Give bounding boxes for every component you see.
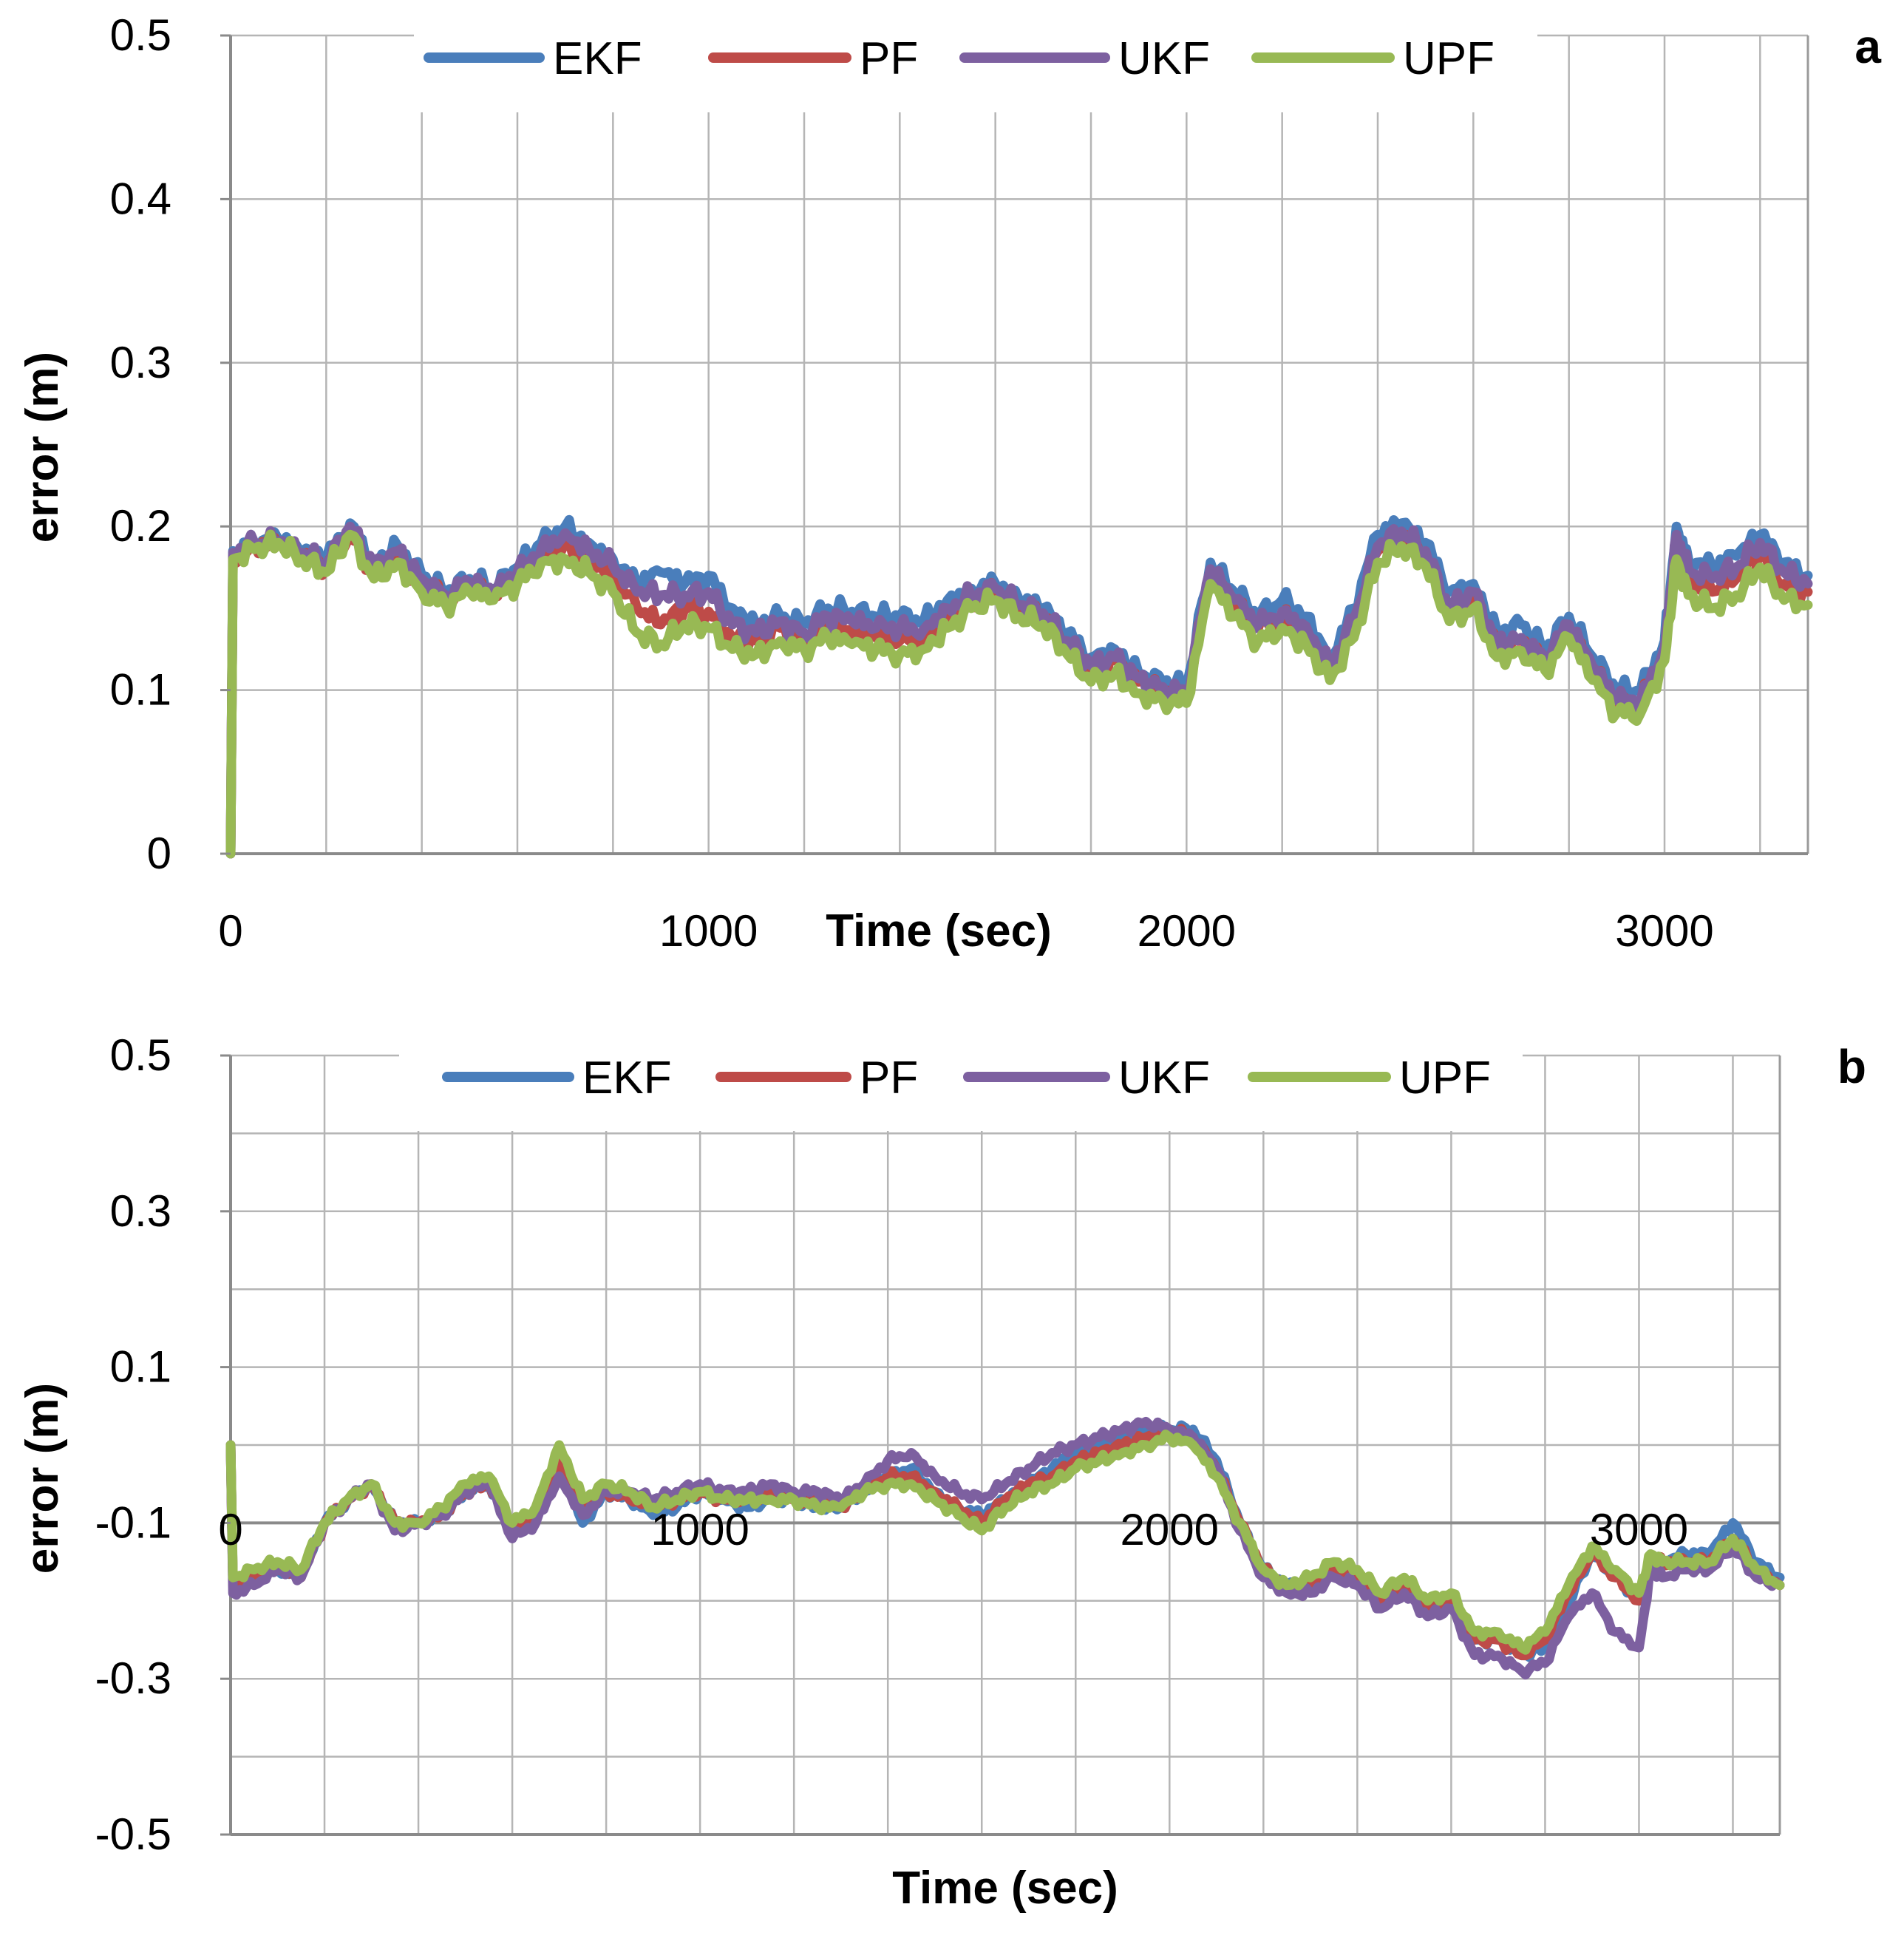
legend-label-ekf: EKF [582, 1053, 672, 1104]
legend-label-upf: UPF [1403, 33, 1495, 84]
legend-label-ukf: UKF [1118, 33, 1210, 84]
panel-label-b: b [1837, 1040, 1866, 1093]
y-tick-label: 0.5 [110, 10, 171, 60]
panel-label-a: a [1854, 20, 1881, 73]
y-axis-title-a: error (m) [17, 352, 68, 543]
panel-a: 0 0.1 0.2 0.3 0.4 0.5 0 1000 2000 3000 EKF PF UKF UP… [17, 10, 1881, 956]
x-tick-label: 1000 [650, 1505, 749, 1554]
y-tick-label: -0.1 [95, 1498, 171, 1547]
legend-b: EKF PF UKF UPF [442, 1053, 1491, 1104]
series-b [225, 1416, 1785, 1680]
y-tick-label: 0.1 [110, 665, 171, 715]
legend-label-upf: UPF [1399, 1053, 1491, 1104]
ticks-b: -0.5 -0.3 -0.1 0.1 0.3 0.5 0 1000 2000 3000 [95, 1030, 1689, 1859]
y-tick-label: 0.1 [110, 1342, 171, 1392]
y-tick-label: 0.5 [110, 1030, 171, 1080]
y-tick-label: -0.5 [95, 1809, 171, 1859]
x-tick-label: 3000 [1590, 1505, 1688, 1554]
legend-box-b [399, 1050, 1523, 1131]
y-tick-label: 0.2 [110, 501, 171, 551]
x-tick-label: 3000 [1615, 906, 1713, 956]
x-tick-label: 1000 [659, 906, 758, 956]
x-axis-title-a: Time (sec) [826, 905, 1052, 956]
ticks-a: 0 0.1 0.2 0.3 0.4 0.5 0 1000 2000 3000 [110, 10, 1714, 956]
y-tick-label: 0.3 [110, 1186, 171, 1236]
x-tick-label: 0 [218, 1505, 242, 1554]
y-axis-title-b: error (m) [17, 1383, 68, 1574]
x-tick-label: 2000 [1138, 906, 1236, 956]
y-tick-label: 0 [147, 829, 171, 878]
panel-b: -0.5 -0.3 -0.1 0.1 0.3 0.5 0 1000 2000 3000 EKF PF… [17, 1030, 1866, 1914]
series-line-upf [225, 529, 1813, 859]
series-a [225, 514, 1813, 859]
x-axis-title-b: Time (sec) [892, 1863, 1118, 1914]
x-tick-label: 0 [218, 906, 242, 956]
legend-label-ukf: UKF [1118, 1053, 1210, 1104]
legend-label-pf: PF [860, 33, 918, 84]
series-line-upf [225, 1430, 1785, 1655]
y-tick-label: -0.3 [95, 1653, 171, 1703]
legend-label-ekf: EKF [553, 33, 642, 84]
legend-a: EKF PF UKF UPF [424, 33, 1495, 84]
legend-box-a [414, 31, 1537, 112]
y-tick-label: 0.3 [110, 338, 171, 387]
x-tick-label: 2000 [1121, 1505, 1219, 1554]
legend-label-pf: PF [860, 1053, 918, 1104]
y-tick-label: 0.4 [110, 174, 171, 223]
